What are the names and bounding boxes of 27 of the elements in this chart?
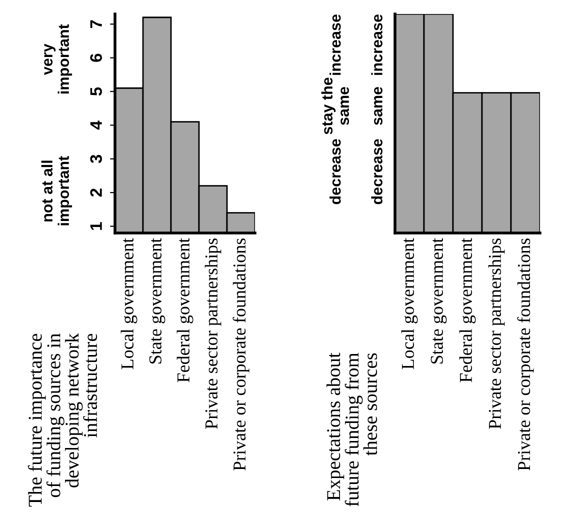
text: decrease: [371, 139, 382, 204]
text: increase: [330, 14, 341, 75]
x-tick-label: State government: [430, 238, 447, 364]
x-tick-label: Federal government: [176, 238, 194, 382]
x-tick-label: State government: [149, 238, 166, 364]
y-tick-label: 5: [90, 87, 102, 96]
x-tick-label: Private or corporate foundations: [517, 238, 534, 470]
y-tick-label: 4: [90, 120, 102, 130]
text: not at all important: [41, 156, 72, 226]
x-tick-label: Private sector partnerships: [204, 238, 222, 429]
y-tick-label: 7: [90, 20, 102, 28]
x-tick-label: Private sector partnerships: [488, 238, 505, 429]
text: decrease: [330, 139, 341, 204]
text: very important: [44, 24, 72, 94]
x-tick-label: Local government: [120, 238, 138, 370]
text: Expectations about future funding from these sources: [326, 352, 378, 506]
text: stay the same: [321, 78, 349, 134]
y-tick-label: 2: [90, 188, 102, 197]
y-tick-label: 1: [90, 222, 102, 230]
x-tick-label: Local government: [401, 238, 418, 370]
text: increase: [371, 14, 382, 75]
y-tick-label: 6: [90, 54, 102, 62]
x-tick-label: Private or corporate foundations: [232, 238, 250, 470]
y-tick-label: 3: [90, 154, 102, 164]
text: The future importance of funding sources in developing network infrastructure: [28, 333, 98, 507]
text: same: [374, 86, 382, 125]
x-tick-label: Federal government: [459, 238, 476, 382]
